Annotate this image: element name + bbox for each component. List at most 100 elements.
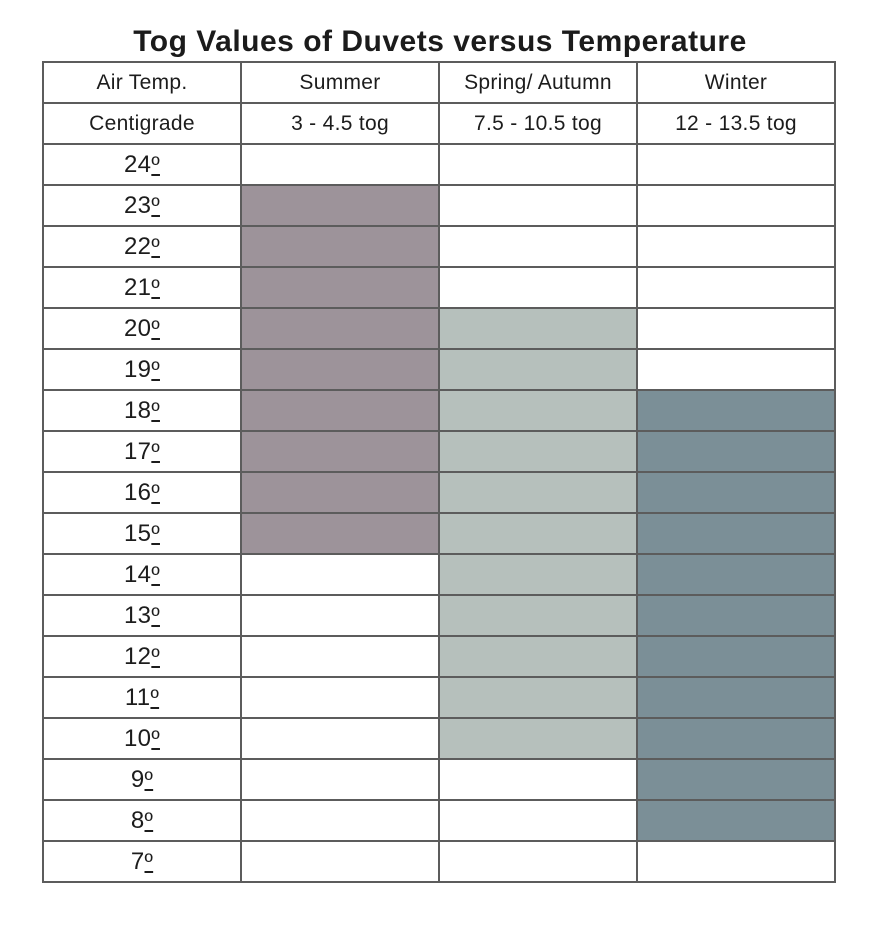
degree-symbol: º xyxy=(151,560,160,587)
temp-value: 7 xyxy=(130,847,145,875)
degree-symbol: º xyxy=(151,150,160,177)
degree-symbol: º xyxy=(151,191,160,218)
table-row: 12º xyxy=(42,635,836,678)
winter-cell xyxy=(636,225,836,268)
spring-autumn-cell xyxy=(438,799,638,842)
col-header-spring-autumn: Spring/ Autumn xyxy=(438,61,638,104)
summer-cell xyxy=(240,799,440,842)
temp-value: 22 xyxy=(124,232,152,260)
col-header-winter: Winter xyxy=(636,61,836,104)
col-subheader-spring-autumn-tog: 7.5 - 10.5 tog xyxy=(438,102,638,145)
temp-value: 11 xyxy=(124,683,151,711)
spring-autumn-cell xyxy=(438,430,638,473)
winter-cell xyxy=(636,348,836,391)
temp-value: 23 xyxy=(124,191,152,219)
table-row: 13º xyxy=(42,594,836,637)
temp-cell: 12º xyxy=(42,635,242,678)
temp-cell: 16º xyxy=(42,471,242,514)
table-row: 9º xyxy=(42,758,836,801)
table-row: 7º xyxy=(42,840,836,883)
winter-cell xyxy=(636,553,836,596)
header-row-season: Air Temp. Summer Spring/ Autumn Winter xyxy=(42,61,836,104)
temp-value: 21 xyxy=(124,273,152,301)
winter-cell xyxy=(636,430,836,473)
summer-cell xyxy=(240,348,440,391)
summer-cell xyxy=(240,594,440,637)
temp-value: 17 xyxy=(124,437,152,465)
winter-cell xyxy=(636,840,836,883)
degree-symbol: º xyxy=(151,478,160,505)
temp-cell: 17º xyxy=(42,430,242,473)
degree-symbol: º xyxy=(144,806,154,833)
temp-value: 20 xyxy=(124,314,152,342)
temp-cell: 23º xyxy=(42,184,242,227)
degree-symbol: º xyxy=(151,437,160,464)
degree-symbol: º xyxy=(150,683,160,710)
table-row: 23º xyxy=(42,184,836,227)
summer-cell xyxy=(240,225,440,268)
spring-autumn-cell xyxy=(438,471,638,514)
temp-value: 13 xyxy=(124,601,152,629)
table-row: 18º xyxy=(42,389,836,432)
temp-cell: 18º xyxy=(42,389,242,432)
spring-autumn-cell xyxy=(438,512,638,555)
summer-cell xyxy=(240,471,440,514)
winter-cell xyxy=(636,389,836,432)
winter-cell xyxy=(636,717,836,760)
temp-value: 9 xyxy=(130,765,145,793)
temp-value: 14 xyxy=(124,560,152,588)
summer-cell xyxy=(240,635,440,678)
summer-cell xyxy=(240,758,440,801)
temp-value: 18 xyxy=(124,396,152,424)
spring-autumn-cell xyxy=(438,553,638,596)
summer-cell xyxy=(240,512,440,555)
table-row: 16º xyxy=(42,471,836,514)
temp-cell: 7º xyxy=(42,840,242,883)
temp-value: 15 xyxy=(124,519,152,547)
spring-autumn-cell xyxy=(438,225,638,268)
temp-cell: 22º xyxy=(42,225,242,268)
spring-autumn-cell xyxy=(438,389,638,432)
temp-cell: 8º xyxy=(42,799,242,842)
spring-autumn-cell xyxy=(438,717,638,760)
table-row: 8º xyxy=(42,799,836,842)
header-row-tog: Centigrade 3 - 4.5 tog 7.5 - 10.5 tog 12… xyxy=(42,102,836,145)
winter-cell xyxy=(636,184,836,227)
temp-cell: 9º xyxy=(42,758,242,801)
degree-symbol: º xyxy=(151,601,160,628)
spring-autumn-cell xyxy=(438,184,638,227)
degree-symbol: º xyxy=(151,724,160,751)
degree-symbol: º xyxy=(151,396,160,423)
winter-cell xyxy=(636,307,836,350)
winter-cell xyxy=(636,635,836,678)
col-subheader-centigrade: Centigrade xyxy=(42,102,242,145)
table-row: 11º xyxy=(42,676,836,719)
summer-cell xyxy=(240,389,440,432)
summer-cell xyxy=(240,717,440,760)
temp-cell: 13º xyxy=(42,594,242,637)
summer-cell xyxy=(240,430,440,473)
summer-cell xyxy=(240,143,440,186)
table-row: 14º xyxy=(42,553,836,596)
summer-cell xyxy=(240,553,440,596)
summer-cell xyxy=(240,307,440,350)
spring-autumn-cell xyxy=(438,143,638,186)
table-row: 22º xyxy=(42,225,836,268)
temp-value: 19 xyxy=(124,355,152,383)
table-row: 17º xyxy=(42,430,836,473)
winter-cell xyxy=(636,266,836,309)
spring-autumn-cell xyxy=(438,307,638,350)
degree-symbol: º xyxy=(151,314,160,341)
degree-symbol: º xyxy=(151,355,160,382)
spring-autumn-cell xyxy=(438,676,638,719)
temp-value: 24 xyxy=(124,150,152,178)
table-row: 20º xyxy=(42,307,836,350)
summer-cell xyxy=(240,840,440,883)
spring-autumn-cell xyxy=(438,840,638,883)
col-subheader-winter-tog: 12 - 13.5 tog xyxy=(636,102,836,145)
temp-cell: 20º xyxy=(42,307,242,350)
winter-cell xyxy=(636,512,836,555)
col-subheader-summer-tog: 3 - 4.5 tog xyxy=(240,102,440,145)
tog-table: Air Temp. Summer Spring/ Autumn Winter C… xyxy=(42,61,836,883)
temp-value: 8 xyxy=(130,806,145,834)
